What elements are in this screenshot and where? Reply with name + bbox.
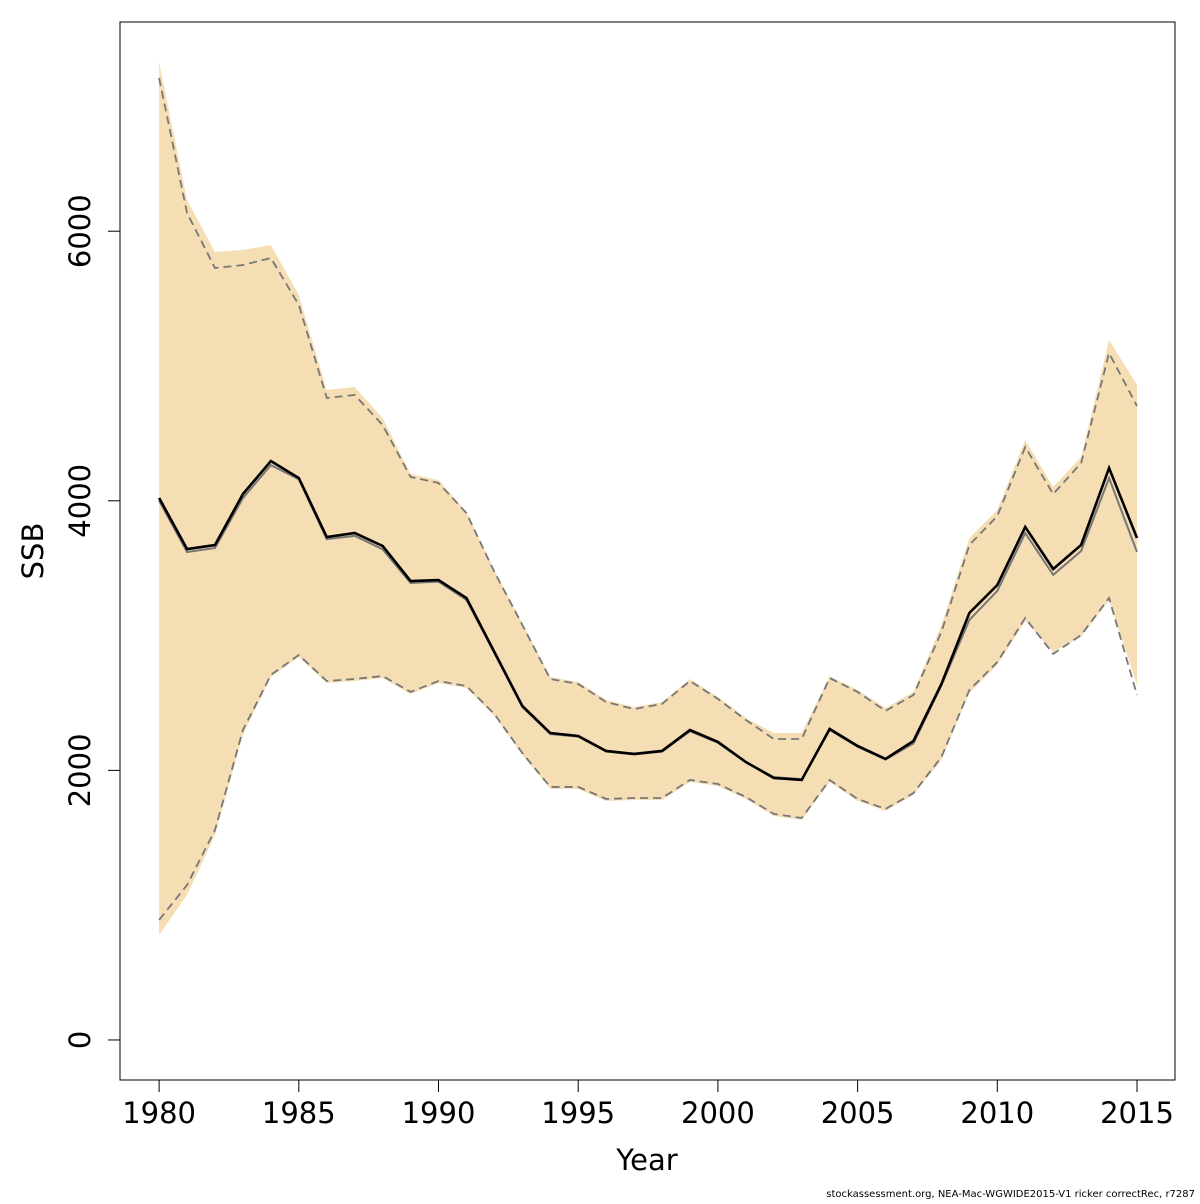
y-tick-label: 4000 (63, 464, 97, 538)
ci-dashed-line (158, 595, 1138, 921)
y-tick-label: 6000 (63, 194, 97, 268)
estimate-line (157, 459, 1139, 782)
y-tick-label: 2000 (63, 733, 97, 807)
x-tick-label: 2005 (821, 1096, 895, 1130)
x-tick-label: 1980 (122, 1096, 196, 1130)
x-tick-label: 2010 (960, 1096, 1034, 1130)
x-tick-label: 1985 (262, 1096, 336, 1130)
y-tick-label: 0 (63, 1031, 97, 1049)
x-tick-label: 2000 (681, 1096, 755, 1130)
x-tick-label: 1990 (402, 1096, 476, 1130)
ci-dashed-line (158, 77, 1138, 740)
confidence-band (159, 62, 1138, 935)
footnote: stockassessment.org, NEA-Mac-WGWIDE2015-… (826, 1189, 1195, 1200)
x-tick-label: 2015 (1100, 1096, 1174, 1130)
x-axis-label: Year (615, 1143, 677, 1177)
x-tick-label: 1995 (541, 1096, 615, 1130)
y-axis-label: SSB (16, 523, 50, 580)
